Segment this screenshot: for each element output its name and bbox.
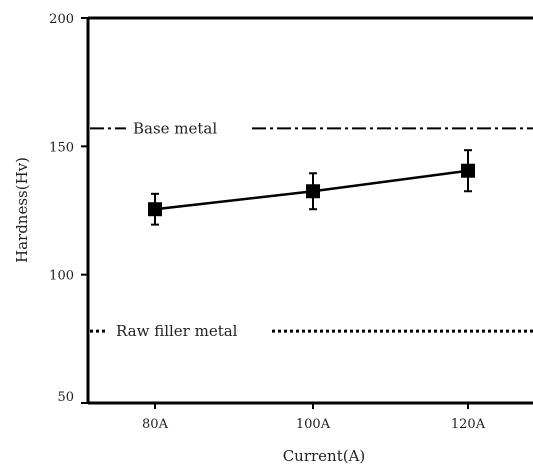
y-tick-label: 200 bbox=[49, 12, 74, 27]
y-ticks: 50 100 150 200 bbox=[49, 12, 88, 405]
x-tick-label: 100A bbox=[296, 417, 331, 432]
y-tick-label: 50 bbox=[57, 390, 74, 405]
x-tick-label: 120A bbox=[451, 417, 486, 432]
reference-line-label: Base metal bbox=[133, 119, 217, 137]
data-point-marker bbox=[306, 184, 320, 199]
data-point-marker bbox=[461, 163, 475, 178]
x-ticks: 80A 100A 120A bbox=[142, 403, 486, 432]
y-axis-title: Hardness(Hv) bbox=[13, 157, 31, 263]
y-tick-label: 150 bbox=[49, 140, 74, 155]
y-tick-label: 100 bbox=[49, 269, 74, 284]
reference-lines: Base metal Raw filler metal bbox=[90, 119, 533, 340]
data-point-marker bbox=[148, 202, 162, 217]
series-group bbox=[148, 149, 475, 226]
x-tick-label: 80A bbox=[142, 417, 169, 432]
reference-line-label: Raw filler metal bbox=[116, 322, 238, 340]
x-axis-title: Current(A) bbox=[283, 447, 366, 465]
